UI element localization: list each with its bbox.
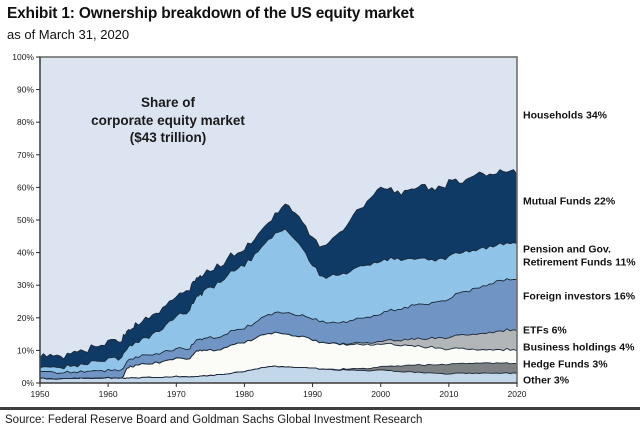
series-label: Households 34% bbox=[523, 109, 608, 122]
annotation-line-1: Share of bbox=[140, 95, 195, 110]
svg-text:1990: 1990 bbox=[303, 389, 322, 399]
chart-canvas: 0% 10% 20% 30% 40% 50% 60% 70% 80% 90% 100% 1950 196… bbox=[12, 52, 527, 399]
chart-annotation: Share of corporate equity market ($43 tr… bbox=[52, 94, 284, 147]
svg-text:1970: 1970 bbox=[167, 389, 186, 399]
svg-text:1980: 1980 bbox=[235, 389, 254, 399]
svg-text:40%: 40% bbox=[17, 248, 34, 258]
svg-text:100%: 100% bbox=[12, 52, 34, 62]
svg-text:2000: 2000 bbox=[371, 389, 390, 399]
stacked-area-chart: 0% 10% 20% 30% 40% 50% 60% 70% 80% 90% 100% 1950 196… bbox=[0, 50, 640, 405]
series-label: Pension and Gov. Retirement Funds 11% bbox=[523, 243, 636, 268]
page-subtitle: as of March 31, 2020 bbox=[7, 27, 130, 42]
annotation-line-2: corporate equity market bbox=[91, 112, 245, 128]
svg-text:30%: 30% bbox=[17, 280, 34, 290]
page-title: Exhibit 1: Ownership breakdown of the US… bbox=[7, 5, 414, 22]
svg-text:80%: 80% bbox=[17, 117, 34, 127]
svg-text:2020: 2020 bbox=[508, 389, 527, 399]
annotation-line-3: ($43 trillion) bbox=[129, 130, 207, 146]
series-label: Business holdings 4% bbox=[523, 341, 635, 354]
svg-text:1960: 1960 bbox=[99, 389, 118, 399]
series-label: Foreign investors 16% bbox=[523, 290, 636, 303]
svg-text:1950: 1950 bbox=[31, 389, 50, 399]
series-label: Other 3% bbox=[523, 374, 570, 387]
svg-text:20%: 20% bbox=[17, 313, 34, 323]
svg-text:0%: 0% bbox=[22, 378, 35, 388]
svg-text:60%: 60% bbox=[17, 182, 34, 192]
series-label: Hedge Funds 3% bbox=[523, 358, 608, 371]
svg-text:90%: 90% bbox=[17, 85, 34, 95]
footer-divider bbox=[0, 407, 640, 410]
series-label: ETFs 6% bbox=[523, 324, 567, 337]
source-note: Source: Federal Reserve Board and Goldma… bbox=[5, 414, 423, 426]
series-label: Mutual Funds 22% bbox=[523, 195, 616, 208]
svg-text:70%: 70% bbox=[17, 150, 34, 160]
svg-text:50%: 50% bbox=[17, 215, 34, 225]
svg-text:10%: 10% bbox=[17, 345, 34, 355]
svg-text:2010: 2010 bbox=[439, 389, 458, 399]
